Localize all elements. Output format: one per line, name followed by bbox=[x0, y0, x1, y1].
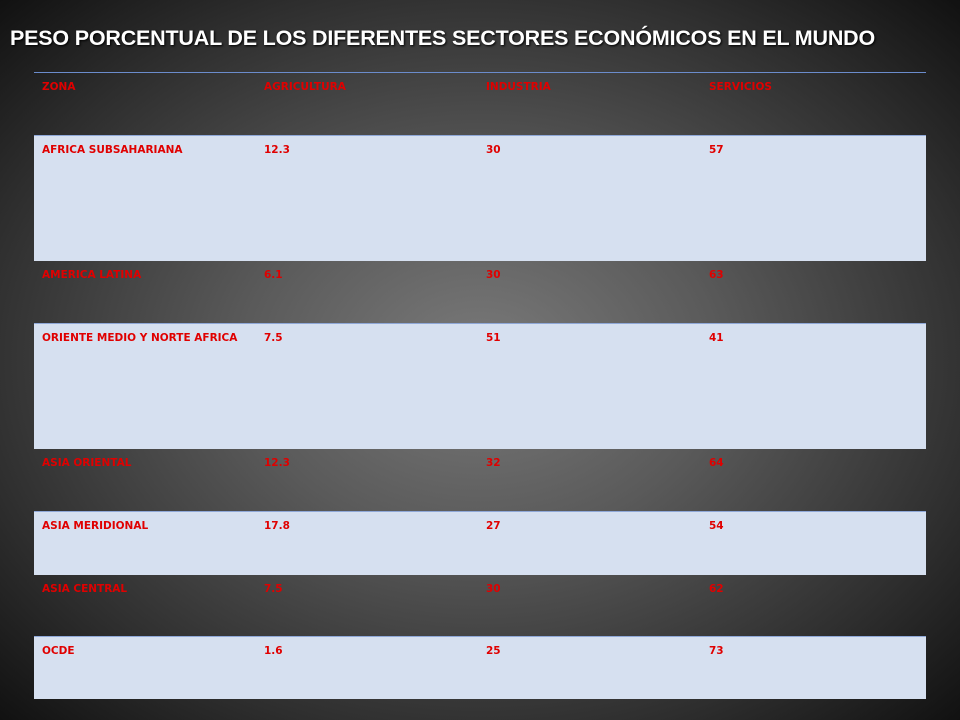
table-row: OCDE 1.6 25 73 bbox=[34, 636, 926, 699]
cell-zona: AFRICA SUBSAHARIANA bbox=[42, 144, 183, 156]
slide-title: PESO PORCENTUAL DE LOS DIFERENTES SECTOR… bbox=[10, 26, 876, 50]
cell-industria: 30 bbox=[486, 582, 501, 595]
cell-industria: 30 bbox=[486, 268, 501, 281]
cell-zona: ASIA MERIDIONAL bbox=[42, 520, 149, 532]
cell-servicios: 41 bbox=[709, 332, 724, 344]
cell-agricultura: 12.3 bbox=[264, 456, 290, 469]
table-row: ASIA ORIENTAL 12.3 32 64 bbox=[34, 449, 926, 512]
cell-servicios: 63 bbox=[709, 268, 724, 281]
cell-zona: ASIA ORIENTAL bbox=[42, 456, 132, 469]
cell-agricultura: 7.5 bbox=[264, 332, 283, 344]
cell-servicios: 57 bbox=[709, 144, 724, 156]
column-header-servicios: SERVICIOS bbox=[709, 81, 772, 93]
column-header-zona: ZONA bbox=[42, 81, 76, 93]
table-row: ORIENTE MEDIO Y NORTE AFRICA 7.5 51 41 bbox=[34, 323, 926, 449]
cell-industria: 30 bbox=[486, 144, 501, 156]
sector-weight-table: ZONA AGRICULTURA INDUSTRIA SERVICIOS AFR… bbox=[34, 72, 926, 699]
cell-agricultura: 12.3 bbox=[264, 144, 290, 156]
cell-zona: ORIENTE MEDIO Y NORTE AFRICA bbox=[42, 332, 238, 344]
table-header-row: ZONA AGRICULTURA INDUSTRIA SERVICIOS bbox=[34, 72, 926, 136]
cell-zona: OCDE bbox=[42, 645, 75, 657]
column-header-industria: INDUSTRIA bbox=[486, 81, 551, 93]
cell-zona: AMERICA LATINA bbox=[42, 268, 142, 281]
column-header-agricultura: AGRICULTURA bbox=[264, 81, 346, 93]
cell-agricultura: 6.1 bbox=[264, 268, 283, 281]
cell-servicios: 54 bbox=[709, 520, 724, 532]
table-row: AFRICA SUBSAHARIANA 12.3 30 57 bbox=[34, 135, 926, 261]
cell-agricultura: 1.6 bbox=[264, 645, 283, 657]
cell-industria: 27 bbox=[486, 520, 501, 532]
cell-industria: 51 bbox=[486, 332, 501, 344]
table-row: ASIA MERIDIONAL 17.8 27 54 bbox=[34, 511, 926, 575]
cell-industria: 25 bbox=[486, 645, 501, 657]
cell-servicios: 73 bbox=[709, 645, 724, 657]
cell-agricultura: 17.8 bbox=[264, 520, 290, 532]
table-row: ASIA CENTRAL 7.5 30 62 bbox=[34, 575, 926, 637]
sector-weight-table-container: ZONA AGRICULTURA INDUSTRIA SERVICIOS AFR… bbox=[34, 72, 926, 699]
cell-servicios: 64 bbox=[709, 456, 724, 469]
table-row: AMERICA LATINA 6.1 30 63 bbox=[34, 261, 926, 324]
cell-industria: 32 bbox=[486, 456, 501, 469]
cell-agricultura: 7.5 bbox=[264, 582, 283, 595]
cell-zona: ASIA CENTRAL bbox=[42, 582, 128, 595]
cell-servicios: 62 bbox=[709, 582, 724, 595]
